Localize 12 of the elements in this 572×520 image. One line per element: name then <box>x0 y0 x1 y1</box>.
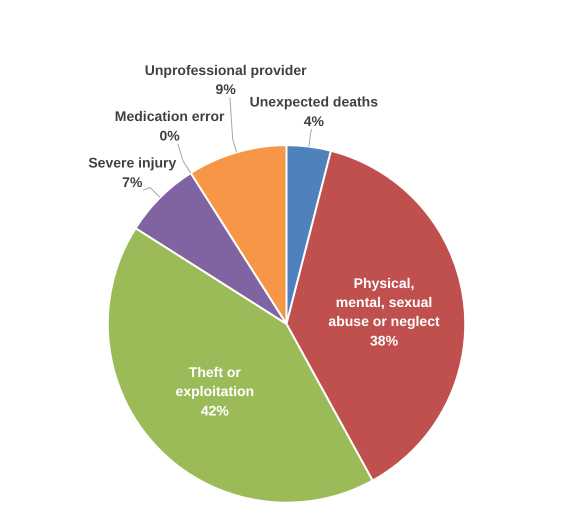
text: 0% <box>160 127 180 144</box>
data-label: 4% <box>304 112 324 129</box>
data-label: 38% <box>370 332 399 348</box>
slice-label: Physical, mental, sexual abuse or neglect <box>328 274 440 330</box>
data-label: 9% <box>216 80 236 97</box>
data-label: 42% <box>200 402 230 418</box>
slice-label: Severe injury <box>88 154 176 171</box>
slice-label: Theft or exploitation <box>176 364 254 400</box>
data-label: 7% <box>122 174 143 190</box>
category-label: Medication error <box>114 108 225 124</box>
slice-label: Unprofessional provider <box>144 62 308 78</box>
slice-label: Unexpected deaths <box>250 94 378 110</box>
